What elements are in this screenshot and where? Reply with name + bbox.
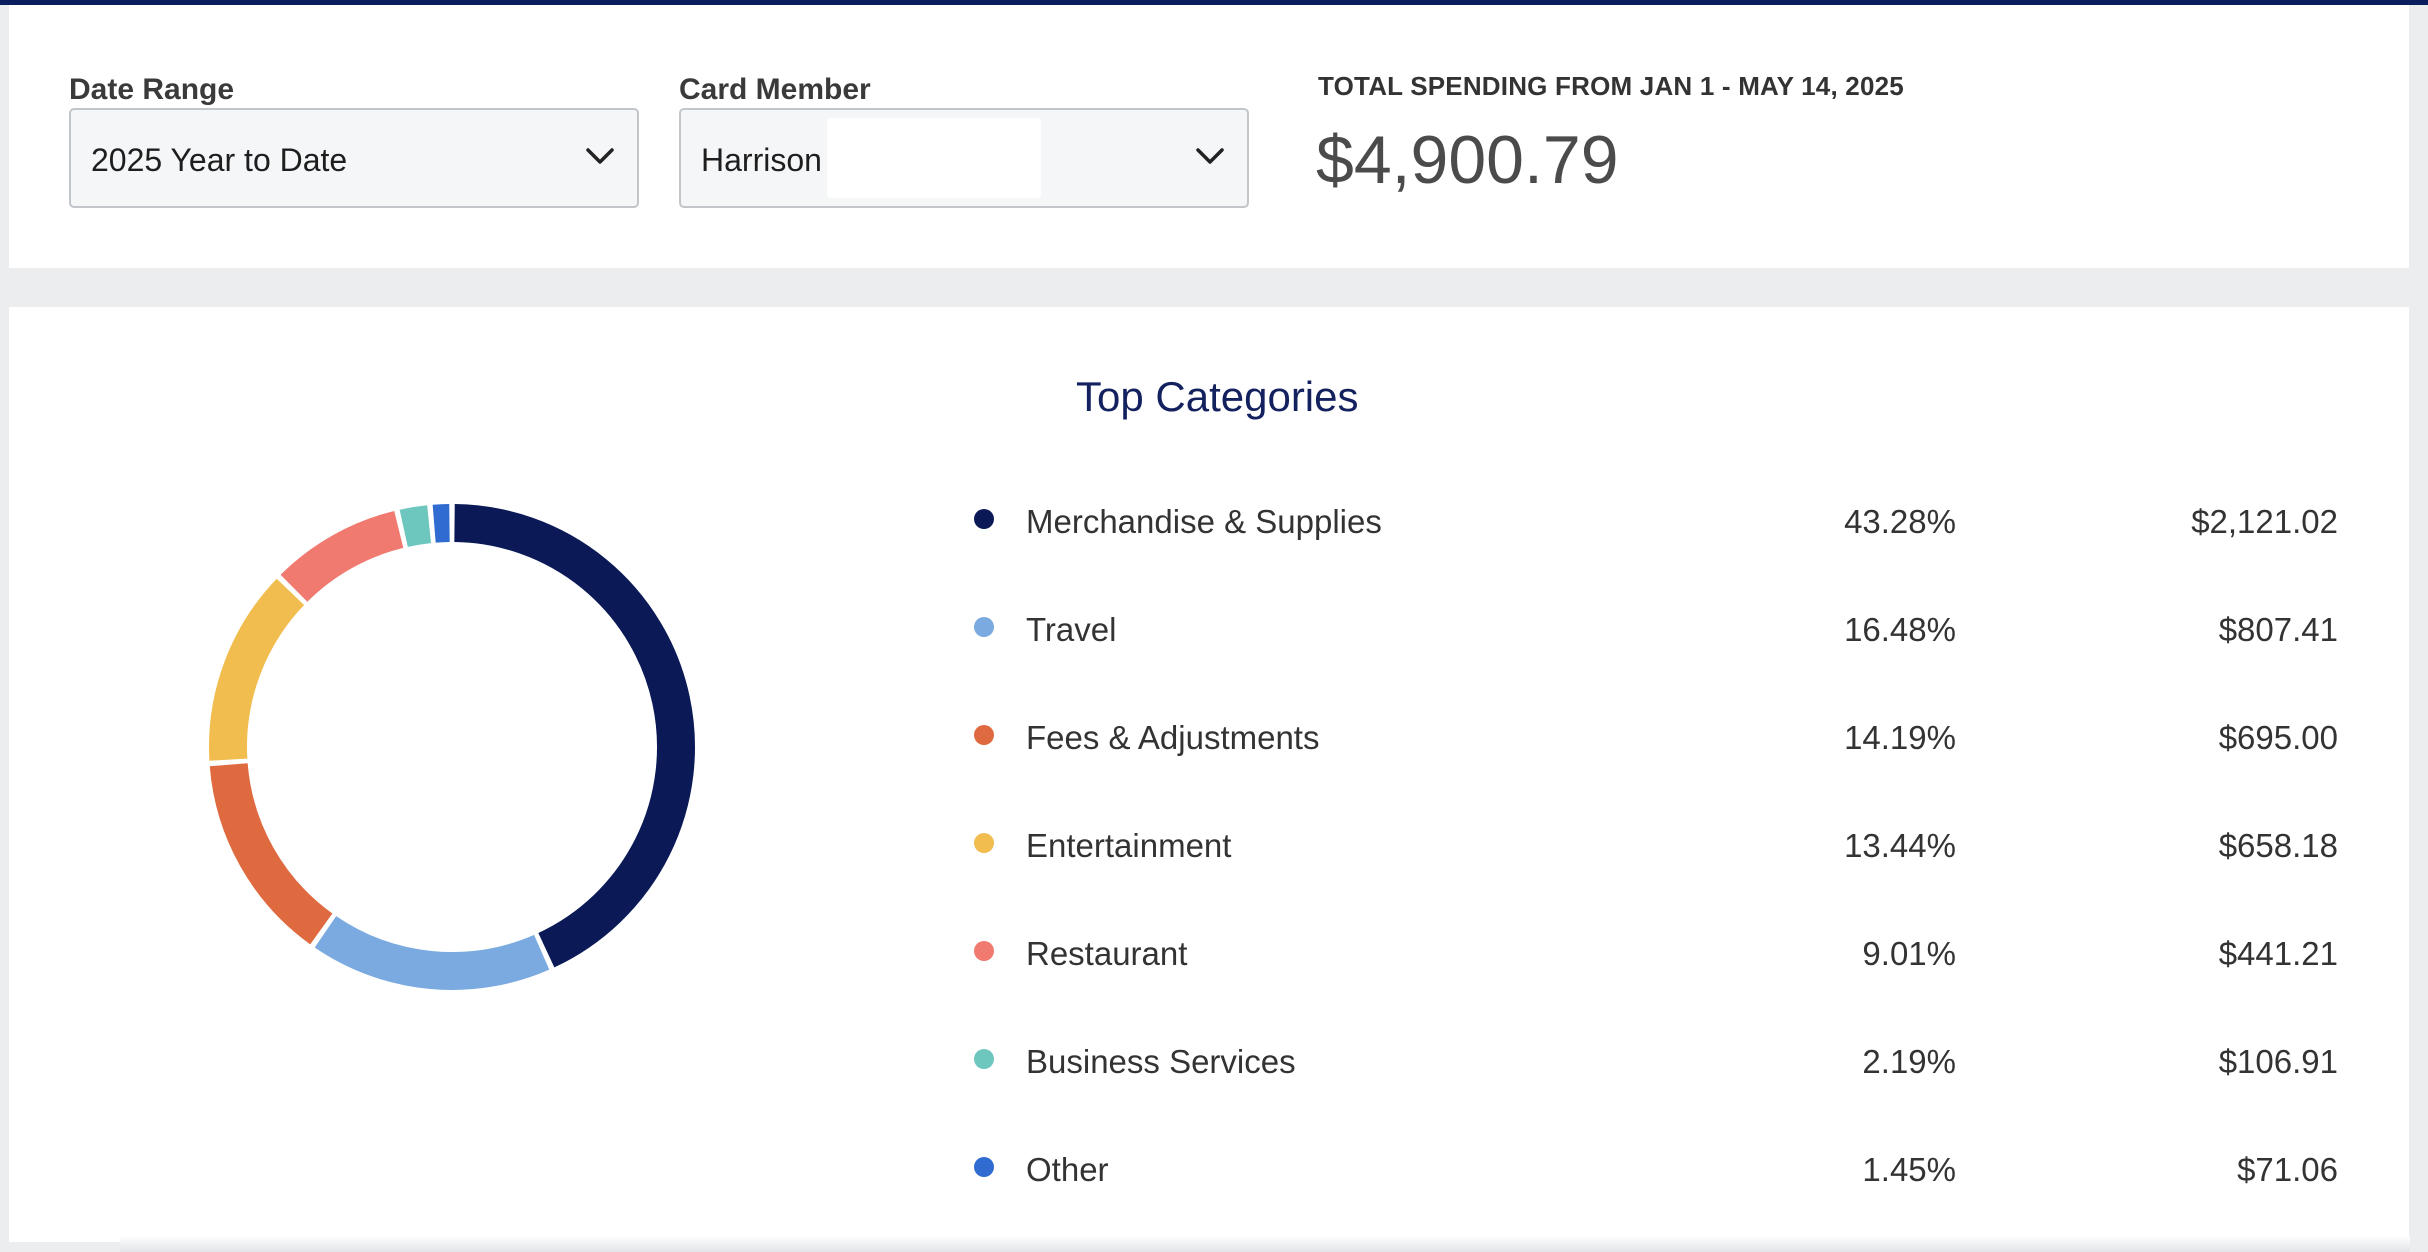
category-percent: 14.19%: [1844, 719, 1956, 756]
category-amount: $695.00: [2218, 719, 2338, 756]
category-percent: 1.45%: [1862, 1151, 1956, 1188]
category-percent: 9.01%: [1862, 935, 1956, 972]
section-title: Top Categories: [1076, 373, 1359, 420]
legend-dot-icon: [974, 617, 994, 637]
category-amount: $441.21: [2218, 935, 2338, 972]
card-member-label: Card Member: [679, 73, 871, 106]
legend-dot-icon: [974, 1049, 994, 1069]
donut-slice-other[interactable]: [432, 504, 450, 543]
category-amount: $807.41: [2218, 611, 2338, 648]
donut-slice-restaurant[interactable]: [280, 510, 404, 602]
top-categories-panel: Top Categories Merchandise & Supplies 43.…: [9, 307, 2409, 1242]
card-member-value: Harrison: [701, 142, 822, 178]
category-name: Fees & Adjustments: [1026, 719, 1320, 756]
legend-dot-icon: [974, 1157, 994, 1177]
chevron-down-icon: [586, 148, 614, 164]
top-brand-bar: [0, 0, 2428, 5]
donut-slice-fees-adjustments[interactable]: [209, 762, 333, 945]
total-spending-label: TOTAL SPENDING FROM JAN 1 - MAY 14, 2025: [1318, 71, 1904, 101]
filter-panel: Date Range 2025 Year to Date Card Member…: [9, 5, 2409, 268]
legend-row[interactable]: Restaurant 9.01% $441.21: [974, 923, 2364, 983]
legend-row[interactable]: Travel 16.48% $807.41: [974, 599, 2364, 659]
legend-row[interactable]: Business Services 2.19% $106.91: [974, 1031, 2364, 1091]
total-spending-value: $4,900.79: [1316, 122, 1619, 198]
legend-row[interactable]: Fees & Adjustments 14.19% $695.00: [974, 707, 2364, 767]
donut-slice-entertainment[interactable]: [209, 578, 305, 761]
category-amount: $106.91: [2218, 1043, 2338, 1080]
redacted-name-box: [827, 118, 1041, 198]
date-range-value: 2025 Year to Date: [91, 142, 348, 178]
donut-slice-merchandise-supplies[interactable]: [454, 504, 695, 968]
panel-bottom-shadow: [120, 1236, 2410, 1252]
donut-slice-travel[interactable]: [314, 915, 550, 990]
category-name: Business Services: [1026, 1043, 1296, 1080]
category-donut-chart: [209, 504, 695, 990]
category-amount: $71.06: [2237, 1151, 2338, 1188]
category-percent: 2.19%: [1862, 1043, 1956, 1080]
category-percent: 13.44%: [1844, 827, 1956, 864]
date-range-select[interactable]: 2025 Year to Date: [69, 108, 639, 208]
category-name: Travel: [1026, 611, 1117, 648]
category-percent: 16.48%: [1844, 611, 1956, 648]
legend-row[interactable]: Merchandise & Supplies 43.28% $2,121.02: [974, 491, 2364, 551]
category-name: Restaurant: [1026, 935, 1188, 972]
date-range-label: Date Range: [69, 73, 235, 106]
chevron-down-icon: [1196, 148, 1224, 164]
legend-dot-icon: [974, 725, 994, 745]
legend-row[interactable]: Entertainment 13.44% $658.18: [974, 815, 2364, 875]
category-name: Merchandise & Supplies: [1026, 503, 1382, 540]
category-amount: $2,121.02: [2191, 503, 2338, 540]
legend-dot-icon: [974, 509, 994, 529]
category-percent: 43.28%: [1844, 503, 1956, 540]
category-name: Other: [1026, 1151, 1109, 1188]
category-amount: $658.18: [2218, 827, 2338, 864]
legend-dot-icon: [974, 941, 994, 961]
card-member-select[interactable]: Harrison: [679, 108, 1249, 208]
legend-dot-icon: [974, 833, 994, 853]
category-name: Entertainment: [1026, 827, 1232, 864]
donut-slice-business-services[interactable]: [399, 505, 432, 547]
category-legend: Merchandise & Supplies 43.28% $2,121.02 Tra…: [9, 307, 2409, 1242]
legend-row[interactable]: Other 1.45% $71.06: [974, 1139, 2364, 1199]
